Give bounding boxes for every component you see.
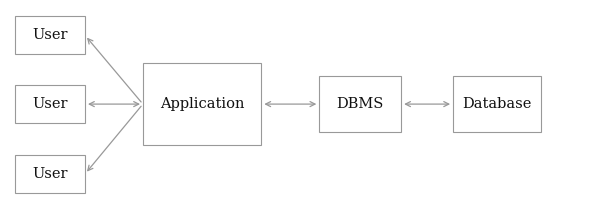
- FancyBboxPatch shape: [453, 76, 541, 132]
- FancyBboxPatch shape: [15, 85, 85, 123]
- FancyBboxPatch shape: [15, 155, 85, 193]
- FancyBboxPatch shape: [319, 76, 401, 132]
- Text: User: User: [32, 167, 68, 181]
- Text: Database: Database: [462, 97, 532, 111]
- Text: User: User: [32, 28, 68, 43]
- Text: Application: Application: [160, 97, 244, 111]
- FancyBboxPatch shape: [143, 63, 261, 145]
- FancyBboxPatch shape: [15, 16, 85, 54]
- Text: User: User: [32, 97, 68, 111]
- Text: DBMS: DBMS: [337, 97, 384, 111]
